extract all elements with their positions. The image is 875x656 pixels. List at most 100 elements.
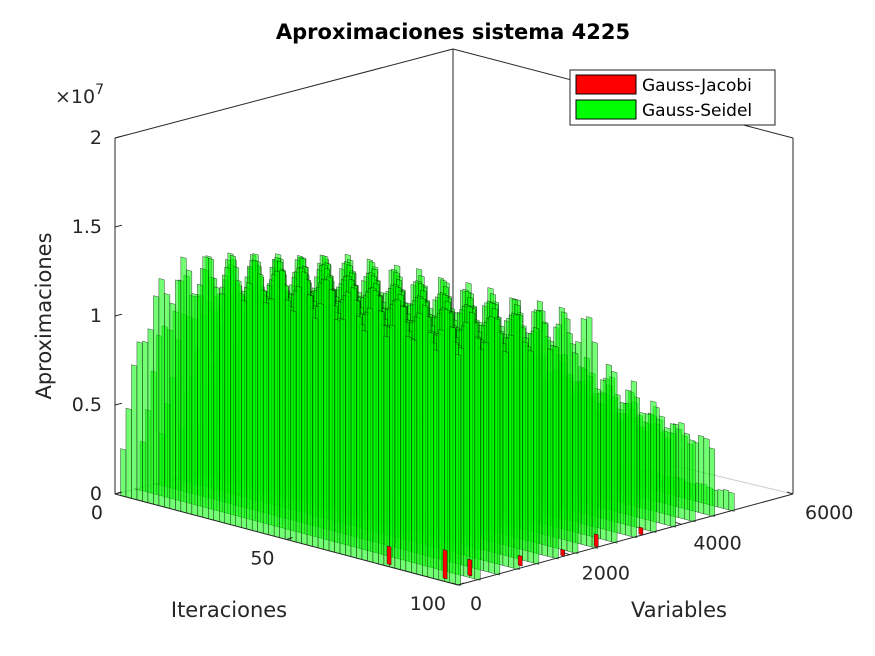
gauss-seidel-bar <box>463 321 470 578</box>
var-tick-mark <box>563 552 570 556</box>
gauss-seidel-bar <box>561 311 568 552</box>
gauss-seidel-bar <box>224 266 231 525</box>
gauss-seidel-bar <box>153 295 160 506</box>
gauss-seidel-bar <box>580 317 587 546</box>
gauss-seidel-bar <box>650 400 657 533</box>
gauss-seidel-bar <box>522 341 529 562</box>
var-tick-mark <box>675 521 682 525</box>
gauss-seidel-bar <box>136 341 143 502</box>
gauss-seidel-bar <box>312 317 319 549</box>
gauss-seidel-bar <box>367 307 374 563</box>
z-tick-label: 1 <box>90 305 102 327</box>
var-tick-label: 4000 <box>693 532 741 554</box>
gauss-seidel-bar <box>213 286 220 522</box>
gauss-seidel-bar <box>438 329 445 582</box>
iter-tick-label: 0 <box>91 502 103 524</box>
gauss-seidel-bar <box>372 289 379 565</box>
z-exponent: ×107 <box>55 82 104 108</box>
gauss-seidel-bar <box>235 279 242 528</box>
z-tick-label: 0 <box>90 483 102 505</box>
gauss-seidel-bar <box>186 269 193 515</box>
z-ticks: 0 0.5 1 1.5 2 <box>72 127 123 505</box>
gauss-seidel-bar <box>142 340 149 503</box>
gauss-seidel-bar <box>670 423 676 528</box>
gauss-seidel-bar <box>317 302 324 550</box>
gauss-seidel-bar <box>717 489 724 509</box>
gauss-seidel-bar <box>202 256 209 519</box>
gauss-seidel-bar <box>547 348 554 558</box>
gauss-seidel-bar <box>301 271 308 546</box>
gauss-seidel-bar <box>502 350 509 568</box>
z-tick-mark <box>114 313 123 317</box>
legend-label-gauss-seidel: Gauss-Seidel <box>642 101 752 121</box>
gauss-seidel-bar <box>345 291 352 557</box>
chart-title: Aproximaciones sistema 4225 <box>276 20 630 44</box>
gauss-seidel-bar <box>241 299 247 530</box>
gauss-seidel-bar <box>350 286 357 559</box>
iter-ticks: 0 50 100 <box>91 491 465 615</box>
var-tick-label: 2000 <box>582 563 630 585</box>
z-axis-label: Aproximaciones <box>32 232 56 399</box>
gauss-seidel-bar <box>723 489 730 511</box>
y-axis-label: Variables <box>631 598 727 622</box>
gauss-seidel-bar <box>422 304 428 578</box>
gauss-seidel-bar <box>611 371 618 544</box>
gauss-seidel-bar <box>619 401 626 536</box>
gauss-seidel-bar <box>645 413 651 532</box>
z-tick-label: 0.5 <box>72 394 102 416</box>
gauss-seidel-bar <box>449 326 456 585</box>
gauss-seidel-bar <box>600 379 607 541</box>
gauss-seidel-bar <box>120 448 127 498</box>
gauss-seidel-bar <box>284 299 291 541</box>
gauss-seidel-bar <box>334 318 341 554</box>
gauss-seidel-bar <box>323 278 330 552</box>
legend: Gauss-Jacobi Gauss-Seidel <box>569 69 776 126</box>
gauss-seidel-bar <box>230 254 236 527</box>
gauss-seidel-bar <box>180 256 187 514</box>
gauss-seidel-bar <box>703 437 710 516</box>
gauss-seidel-bar <box>513 313 520 571</box>
gauss-seidel-bar <box>263 301 269 535</box>
gauss-seidel-bar <box>625 389 632 537</box>
gauss-jacobi-bar <box>386 545 392 566</box>
iter-tick-mark <box>114 491 122 495</box>
gauss-seidel-bar <box>389 324 396 569</box>
gauss-seidel-bar <box>295 285 302 544</box>
gauss-seidel-bar <box>405 335 412 573</box>
iter-tick-label: 100 <box>410 593 446 615</box>
gauss-seidel-bar <box>552 345 559 560</box>
gauss-seidel-bar <box>175 279 182 512</box>
gauss-seidel-bar <box>252 259 258 533</box>
z-tick-label: 1.5 <box>72 216 102 238</box>
gauss-seidel-bar <box>488 315 495 574</box>
gauss-seidel-bar <box>147 328 154 505</box>
gauss-seidel-bar <box>427 331 434 579</box>
z-tick-label: 2 <box>90 127 102 149</box>
gauss-seidel-bar <box>378 310 385 566</box>
gauss-seidel-bar <box>131 364 138 501</box>
gauss-seidel-bar <box>273 270 280 538</box>
gauss-seidel-bar <box>219 292 225 524</box>
gauss-seidel-bar <box>728 491 735 512</box>
gauss-seidel-bar <box>411 339 418 575</box>
gauss-seidel-bar <box>698 434 704 515</box>
gauss-seidel-bar <box>709 447 715 517</box>
gauss-seidel-bar <box>158 278 165 508</box>
gauss-jacobi-bar <box>442 549 448 580</box>
gauss-seidel-bar <box>664 427 671 527</box>
gauss-seidel-bar <box>339 318 346 556</box>
var-tick-mark <box>786 491 794 495</box>
gauss-seidel-bar <box>639 412 646 530</box>
gauss-seidel-bar <box>197 283 203 518</box>
gauss-seidel-bar <box>191 293 198 517</box>
back-left-edge <box>114 48 454 139</box>
z-exponent-power: 7 <box>95 82 104 98</box>
gauss-seidel-bar <box>356 315 363 560</box>
gauss-seidel-bar <box>591 341 598 549</box>
gauss-jacobi-bar <box>517 554 523 567</box>
gauss-seidel-bar <box>684 432 690 521</box>
gauss-seidel-bar <box>290 310 297 543</box>
var-axis-line <box>457 493 794 586</box>
iter-tick-mark <box>286 537 293 540</box>
